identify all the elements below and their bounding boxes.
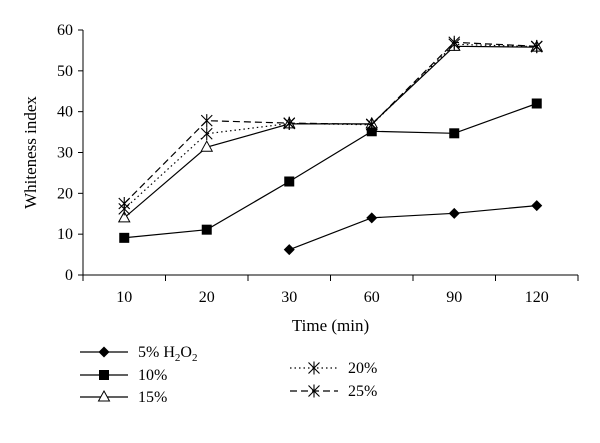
x-tick-label: 30 xyxy=(281,289,297,306)
x-axis-title: Time (min) xyxy=(292,316,369,335)
legend-label: 10% xyxy=(138,367,167,384)
data-point xyxy=(200,127,213,141)
data-point xyxy=(200,140,214,152)
legend-item-5: 25% xyxy=(290,383,377,400)
y-tick-label: 40 xyxy=(57,104,73,121)
series-4 xyxy=(118,37,543,216)
legend-label: 20% xyxy=(348,360,377,377)
series-5 xyxy=(118,35,543,211)
data-point xyxy=(117,210,131,223)
data-point xyxy=(118,197,131,211)
series-3 xyxy=(117,39,544,223)
data-point xyxy=(200,114,213,128)
series-2 xyxy=(119,98,542,243)
x-tick-label: 20 xyxy=(199,289,215,306)
legend-item-2: 10% xyxy=(80,367,167,384)
y-tick-label: 20 xyxy=(57,185,73,202)
data-point xyxy=(284,176,295,187)
series-1 xyxy=(283,200,543,256)
y-axis-title: Whiteness index xyxy=(21,96,40,209)
legend-marker xyxy=(98,346,110,358)
legend-label: 25% xyxy=(348,383,377,400)
x-tick-label: 90 xyxy=(446,289,462,306)
data-point xyxy=(449,128,460,139)
data-point xyxy=(366,212,378,224)
x-tick-label: 60 xyxy=(364,289,380,306)
data-point xyxy=(201,224,212,235)
y-tick-label: 60 xyxy=(57,22,73,39)
legend-item-1: 5% H2O2 xyxy=(80,344,197,364)
plot-area: 0 10 20 30 40 50 60 10 20 30 60 90 120 xyxy=(57,22,579,306)
x-tick-label: 10 xyxy=(116,289,132,306)
series-line xyxy=(123,41,537,204)
data-point xyxy=(366,126,377,137)
legend: 5% H2O2 10% 15% 20% 25% xyxy=(80,344,377,406)
legend-label: 15% xyxy=(138,389,167,406)
data-point xyxy=(531,200,543,212)
y-tick-label: 10 xyxy=(57,226,73,243)
x-tick-label: 120 xyxy=(525,289,549,306)
legend-marker xyxy=(97,389,111,402)
legend-marker xyxy=(308,384,320,398)
y-tick-label: 50 xyxy=(57,63,73,80)
legend-marker xyxy=(308,361,320,375)
data-point xyxy=(448,35,461,49)
data-point xyxy=(448,207,460,219)
data-point xyxy=(119,232,130,243)
series-line xyxy=(124,102,538,239)
y-tick-label: 0 xyxy=(65,267,73,284)
legend-item-3: 15% xyxy=(80,389,167,406)
series-line xyxy=(289,205,537,251)
legend-item-4: 20% xyxy=(290,360,377,377)
series-line xyxy=(123,43,537,210)
series-line xyxy=(123,45,537,219)
data-point xyxy=(531,98,542,109)
data-point xyxy=(530,39,543,53)
data-point xyxy=(283,116,296,130)
data-point xyxy=(365,117,378,131)
data-point xyxy=(283,244,295,256)
legend-label: 5% H2O2 xyxy=(138,344,197,364)
y-tick-label: 30 xyxy=(57,145,73,162)
legend-marker xyxy=(99,370,109,380)
